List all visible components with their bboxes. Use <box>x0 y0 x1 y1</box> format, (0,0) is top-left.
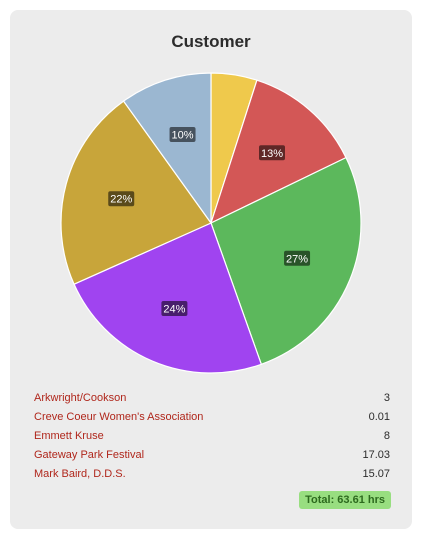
pie-slice <box>73 222 263 374</box>
legend-item-name[interactable]: Emmett Kruse <box>34 430 104 442</box>
legend-item-name[interactable]: Arkwright/Cookson <box>34 392 127 404</box>
slice-percent-label: 24% <box>161 300 188 316</box>
legend-item-name[interactable]: Mark Baird, D.D.S. <box>34 468 126 480</box>
svg-text:10%: 10% <box>172 129 194 141</box>
pie-slice <box>60 100 212 285</box>
legend-item: Emmett Kruse 8 <box>34 427 390 446</box>
legend-item: Arkwright/Cookson 3 <box>34 389 390 408</box>
svg-text:22%: 22% <box>110 194 132 206</box>
legend-item-value: 0.01 <box>368 411 390 423</box>
legend-item: Mark Baird, D.D.S. 15.07 <box>34 465 390 484</box>
legend-item: Creve Coeur Women's Association 0.01 <box>34 408 390 427</box>
slice-percent-label: 10% <box>169 126 196 142</box>
svg-text:24%: 24% <box>163 303 185 315</box>
legend-list: Arkwright/Cookson 3 Creve Coeur Women's … <box>34 389 390 484</box>
svg-text:27%: 27% <box>286 253 308 265</box>
legend-item-value: 8 <box>383 430 390 442</box>
legend-item-value: 3 <box>383 392 390 404</box>
legend-item-value: 17.03 <box>362 449 390 461</box>
customer-chart-card: Customer 13% 27% 24% 22% 10% Arkwright/Cooks… <box>10 10 412 529</box>
total-badge: Total: 63.61 hrs <box>299 491 391 509</box>
legend-item-name[interactable]: Gateway Park Festival <box>34 449 145 461</box>
slice-percent-label: 22% <box>108 191 135 207</box>
svg-text:13%: 13% <box>261 148 283 160</box>
slice-percent-label: 27% <box>284 250 311 266</box>
pie-chart: 13% 27% 24% 22% 10% <box>60 72 362 374</box>
pie-slice <box>122 72 212 225</box>
legend-item-value: 15.07 <box>362 468 390 480</box>
legend-item-name[interactable]: Creve Coeur Women's Association <box>34 411 204 423</box>
legend-item: Gateway Park Festival 17.03 <box>34 446 390 465</box>
chart-title: Customer <box>171 32 251 51</box>
slice-percent-label: 13% <box>259 145 286 161</box>
